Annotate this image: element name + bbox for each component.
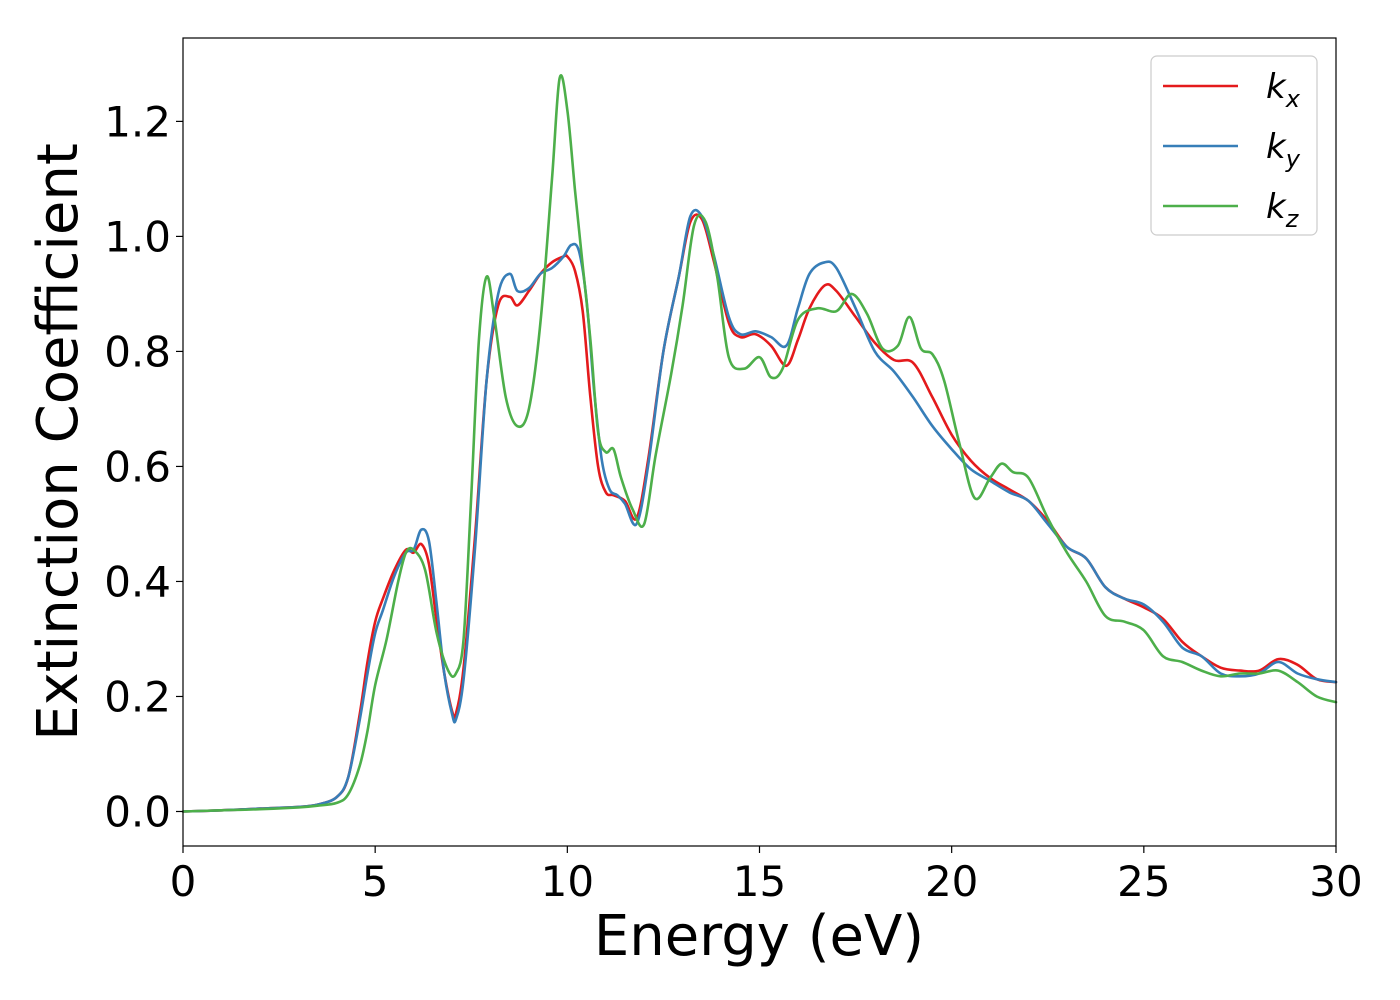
x-tick-label: 0 <box>170 857 197 906</box>
y-axis-label: Extinction Coefficient <box>26 143 91 741</box>
legend-label-z: kz <box>1266 187 1300 233</box>
legend: kx ky kz <box>1150 55 1318 236</box>
series-line-x <box>181 213 1338 813</box>
legend-label-y: ky <box>1266 127 1301 173</box>
y-tick-label: 0.8 <box>104 327 171 376</box>
y-tick-label: 0.4 <box>104 557 171 606</box>
y-tick-label: 0.6 <box>104 442 171 491</box>
x-tick-label: 20 <box>925 857 978 906</box>
y-axis-ticks: 0.0 0.2 0.4 0.6 0.8 1.0 1.2 <box>104 97 183 836</box>
y-tick-label: 1.2 <box>104 97 171 146</box>
x-axis-label: Energy (eV) <box>594 904 924 969</box>
x-tick-label: 10 <box>541 857 594 906</box>
series-line-z <box>181 74 1338 813</box>
y-tick-label: 0.2 <box>104 672 171 721</box>
x-tick-label: 30 <box>1309 857 1362 906</box>
x-tick-label: 5 <box>362 857 389 906</box>
series-layer <box>181 74 1338 813</box>
legend-label-x: kx <box>1266 67 1301 113</box>
x-axis-ticks: 0 5 10 15 20 25 30 <box>170 846 1363 906</box>
y-tick-label: 1.0 <box>104 212 171 261</box>
y-tick-label: 0.0 <box>104 787 171 836</box>
x-tick-label: 15 <box>733 857 786 906</box>
x-tick-label: 25 <box>1117 857 1170 906</box>
series-line-y <box>181 208 1338 813</box>
